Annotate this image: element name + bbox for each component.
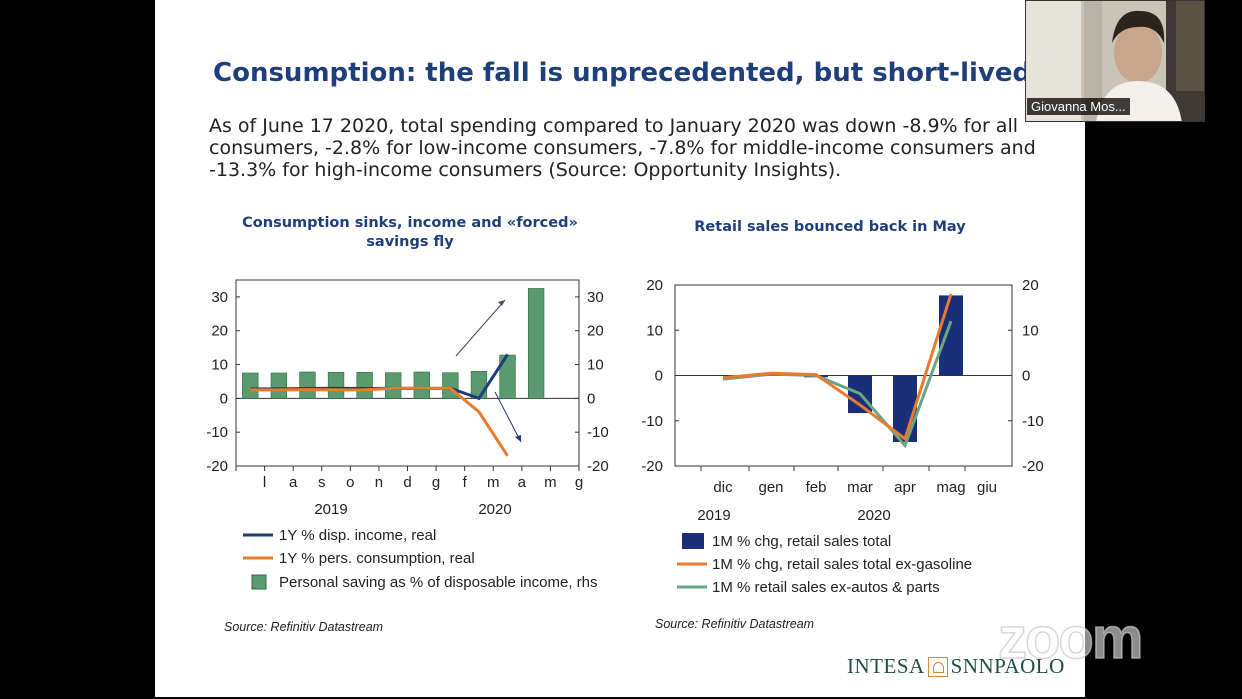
x-tick-label: n <box>375 474 383 491</box>
year-label: 2019 <box>314 501 347 518</box>
x-tick-label: apr <box>894 479 916 496</box>
legend-label: 1M % chg, retail sales total ex-gasoline <box>712 556 972 573</box>
x-tick-label: feb <box>806 479 827 496</box>
x-tick-label: s <box>318 474 326 491</box>
x-tick-label: giu <box>977 479 997 496</box>
legend-label: 1M % chg, retail sales total <box>712 533 891 550</box>
y-tick-label-right: 0 <box>587 390 595 407</box>
logo-word-left: INTESA <box>847 654 925 678</box>
year-label: 2020 <box>478 501 511 518</box>
annotation-arrowhead <box>498 300 505 306</box>
participant-name-label: Giovanna Mos... <box>1027 98 1130 115</box>
y-tick-label-left: 20 <box>211 323 228 340</box>
x-tick-label: dic <box>713 479 733 496</box>
y-tick-label-left: -10 <box>206 424 228 441</box>
participant-video-icon <box>1026 1 1204 121</box>
saving-bar <box>327 372 345 399</box>
y-tick-label-left: 10 <box>211 357 228 374</box>
x-tick-label: a <box>518 474 527 491</box>
annotation-arrow-down <box>494 391 522 443</box>
x-tick-label: o <box>346 474 354 491</box>
slide-body-text: As of June 17 2020, total spending compa… <box>209 115 1036 181</box>
legend-label: 1M % retail sales ex-autos & parts <box>712 579 940 596</box>
annotation-arrowhead <box>515 435 521 442</box>
legend-swatch-retail-total <box>682 533 704 549</box>
x-tick-label: a <box>289 474 298 491</box>
saving-bar <box>356 372 373 399</box>
x-tick-label: gen <box>758 479 783 496</box>
saving-bar <box>385 372 402 399</box>
logo-word-right: SNNPAOLO <box>950 654 1065 678</box>
logo-mark-icon <box>927 656 948 677</box>
y-tick-label-right: 20 <box>1022 277 1039 294</box>
saving-bar <box>299 371 316 399</box>
x-tick-label: l <box>263 474 266 491</box>
x-tick-label: mag <box>936 479 965 496</box>
y-tick-label-left: 0 <box>655 368 663 385</box>
y-tick-label-left: -20 <box>641 458 663 475</box>
y-tick-label-left: 30 <box>211 289 228 306</box>
y-tick-label-right: -10 <box>1022 413 1044 430</box>
y-tick-label-left: -20 <box>206 458 228 475</box>
y-tick-label-left: 20 <box>646 277 663 294</box>
y-tick-label-right: 10 <box>587 357 604 374</box>
y-tick-label-left: 0 <box>220 390 228 407</box>
slide-title: Consumption: the fall is unprecedented, … <box>213 58 1032 88</box>
x-tick-label: d <box>403 474 411 491</box>
y-tick-label-left: 10 <box>646 322 663 339</box>
y-tick-label-right: 0 <box>1022 368 1030 385</box>
y-tick-label-left: -10 <box>641 413 663 430</box>
x-tick-label: f <box>463 474 468 491</box>
legend-label: 1Y % pers. consumption, real <box>279 550 475 567</box>
saving-bar <box>242 372 259 399</box>
y-tick-label-right: 10 <box>1022 322 1039 339</box>
saving-bar <box>270 372 288 399</box>
consumption-line <box>250 386 509 457</box>
x-tick-label: m <box>487 474 500 491</box>
x-tick-label: mar <box>847 479 873 496</box>
chart-left-title: Consumption sinks, income and «forced» s… <box>242 215 578 250</box>
y-tick-label-right: -20 <box>587 458 609 475</box>
legend-swatch-saving <box>251 574 267 590</box>
x-tick-label: m <box>544 474 557 491</box>
x-tick-label: g <box>575 474 583 491</box>
ex-gasoline-line <box>722 293 953 442</box>
x-tick-label: g <box>432 474 440 491</box>
legend-label: 1Y % disp. income, real <box>279 527 436 544</box>
year-label: 2019 <box>697 507 730 524</box>
legend-label: Personal saving as % of disposable incom… <box>279 574 598 591</box>
zoom-watermark: zoom <box>997 605 1144 672</box>
chart-right-title: Retail sales bounced back in May <box>694 219 966 235</box>
retail-total-bar <box>939 295 963 376</box>
saving-bar <box>527 288 545 399</box>
y-tick-label-right: -10 <box>587 424 609 441</box>
chart-right: 20 10 0 -10 -20 20 10 0 -10 -20 dic gen feb mar apr mag… <box>641 277 1044 631</box>
annotation-arrow-up <box>455 299 506 357</box>
intesa-sanpaolo-logo: INTESA SNNPAOLO <box>847 654 1065 679</box>
saving-bar <box>413 371 430 399</box>
source-note: Source: Refinitiv Datastream <box>224 620 383 634</box>
source-note: Source: Refinitiv Datastream <box>655 617 814 631</box>
y-tick-label-right: 20 <box>587 323 604 340</box>
y-tick-label-right: 30 <box>587 289 604 306</box>
presentation-slide: Consumption: the fall is unprecedented, … <box>155 0 1085 697</box>
year-label: 2020 <box>857 507 890 524</box>
y-tick-label-right: -20 <box>1022 458 1044 475</box>
